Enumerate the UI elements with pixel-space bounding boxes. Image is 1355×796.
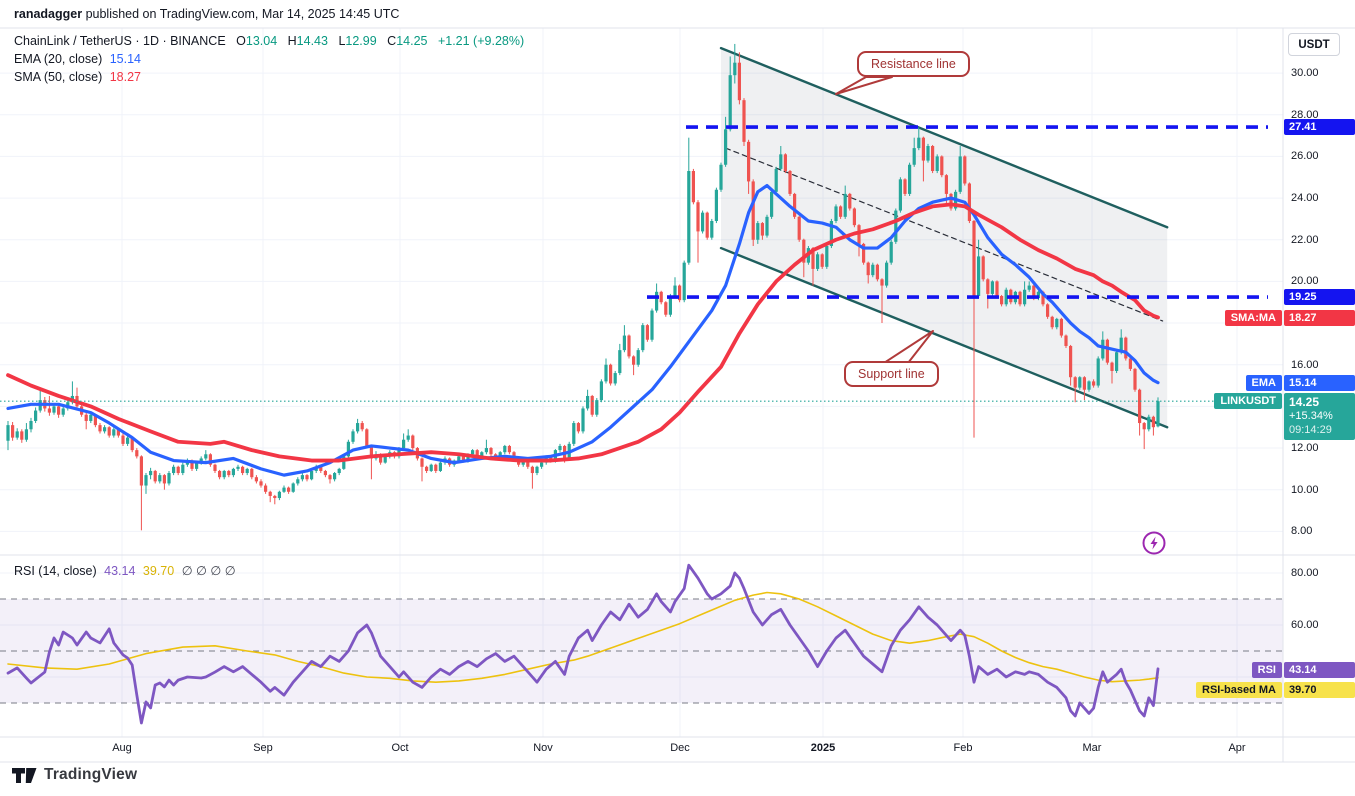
publish-text: published on TradingView.com, Mar 14, 20… <box>82 7 400 21</box>
price-tick-label: 24.00 <box>1291 192 1319 205</box>
change-value: +1.21 (+9.28%) <box>437 34 525 48</box>
level-19-25-axis-label: 19.25 <box>1284 289 1355 305</box>
price-tick-label: 12.00 <box>1291 442 1319 455</box>
publish-header: ranadagger published on TradingView.com,… <box>14 7 399 21</box>
price-tick-label: 8.00 <box>1291 525 1313 538</box>
rsi-legend-row[interactable]: RSI (14, close) 43.14 39.70 ∅ ∅ ∅ ∅ <box>14 563 236 578</box>
rsi-ma-axis-value: 39.70 <box>1284 682 1355 698</box>
sma-label: SMA (50, close) <box>14 70 103 84</box>
sma-value: 18.27 <box>109 70 141 84</box>
time-axis-label: Sep <box>253 742 273 754</box>
ema-label: EMA (20, close) <box>14 52 103 66</box>
ema-axis-value: 15.14 <box>1284 375 1355 391</box>
symbol-title[interactable]: ChainLink / TetherUS · 1D · BINANCE <box>14 34 226 48</box>
rsi-ma-value: 39.70 <box>142 564 175 578</box>
rsi-tag: RSI <box>1251 662 1282 678</box>
time-axis-label: Mar <box>1082 742 1102 754</box>
rsi-tick-label: 80.00 <box>1291 567 1319 579</box>
time-axis-label: Apr <box>1228 742 1246 754</box>
price-tick-label: 16.00 <box>1291 358 1319 371</box>
ema-value: 15.14 <box>109 52 141 66</box>
open-label: O <box>236 34 246 48</box>
sma-tag: SMA:MA <box>1224 310 1282 326</box>
price-tick-label: 30.00 <box>1291 67 1319 80</box>
ema-tag: EMA <box>1245 375 1282 391</box>
time-axis-label: 2025 <box>810 742 836 754</box>
last-price-value: 14.25 <box>1289 395 1320 409</box>
rsi-tick-label: 60.00 <box>1291 619 1319 631</box>
symbol-price-tag: LINKUSDT <box>1214 393 1282 409</box>
level-27-41-axis-label: 27.41 <box>1284 119 1355 135</box>
lightning-icon[interactable] <box>1141 530 1167 561</box>
price-tick-label: 28.00 <box>1291 108 1319 121</box>
tradingview-logo-icon <box>12 767 37 783</box>
time-axis-label: Nov <box>533 742 553 754</box>
time-axis-label: Dec <box>670 742 690 754</box>
close-value: 14.25 <box>396 34 428 48</box>
publish-author: ranadagger <box>14 7 83 21</box>
rsi-ma-tag: RSI-based MA <box>1196 682 1282 698</box>
price-tick-label: 10.00 <box>1291 483 1319 496</box>
high-label: H <box>287 34 297 48</box>
sma-axis-value: 18.27 <box>1284 310 1355 326</box>
low-value: 12.99 <box>345 34 377 48</box>
bar-countdown: 09:14:29 <box>1289 424 1332 436</box>
rsi-value: 43.14 <box>104 564 136 578</box>
price-tick-label: 26.00 <box>1291 150 1319 163</box>
footer-brand-text: TradingView <box>44 766 138 783</box>
currency-toggle-button[interactable]: USDT <box>1288 33 1340 56</box>
open-value: 13.04 <box>245 34 278 48</box>
last-price-change-pct: +15.34% <box>1289 410 1333 422</box>
price-tick-label: 22.00 <box>1291 233 1319 246</box>
low-label: L <box>338 34 346 48</box>
support-callout[interactable]: Support line <box>844 361 939 387</box>
high-value: 14.43 <box>296 34 328 48</box>
close-label: C <box>387 34 397 48</box>
rsi-empty-values: ∅ ∅ ∅ ∅ <box>181 564 236 578</box>
footer-brand[interactable]: TradingView <box>12 766 137 784</box>
symbol-legend-row: ChainLink / TetherUS · 1D · BINANCE O13.… <box>14 34 524 48</box>
ema-legend-row[interactable]: EMA (20, close) 15.14 <box>14 52 141 66</box>
resistance-callout[interactable]: Resistance line <box>857 51 970 77</box>
price-tick-label: 20.00 <box>1291 275 1319 288</box>
chart-canvas[interactable] <box>0 0 1355 763</box>
rsi-label: RSI (14, close) <box>14 564 97 578</box>
time-axis-label: Aug <box>112 742 132 754</box>
sma-legend-row[interactable]: SMA (50, close) 18.27 <box>14 70 141 84</box>
last-price-axis-box: 14.25 +15.34% 09:14:29 <box>1284 393 1355 440</box>
time-axis-label: Oct <box>391 742 409 754</box>
rsi-axis-value: 43.14 <box>1284 662 1355 678</box>
time-axis-label: Feb <box>953 742 973 754</box>
